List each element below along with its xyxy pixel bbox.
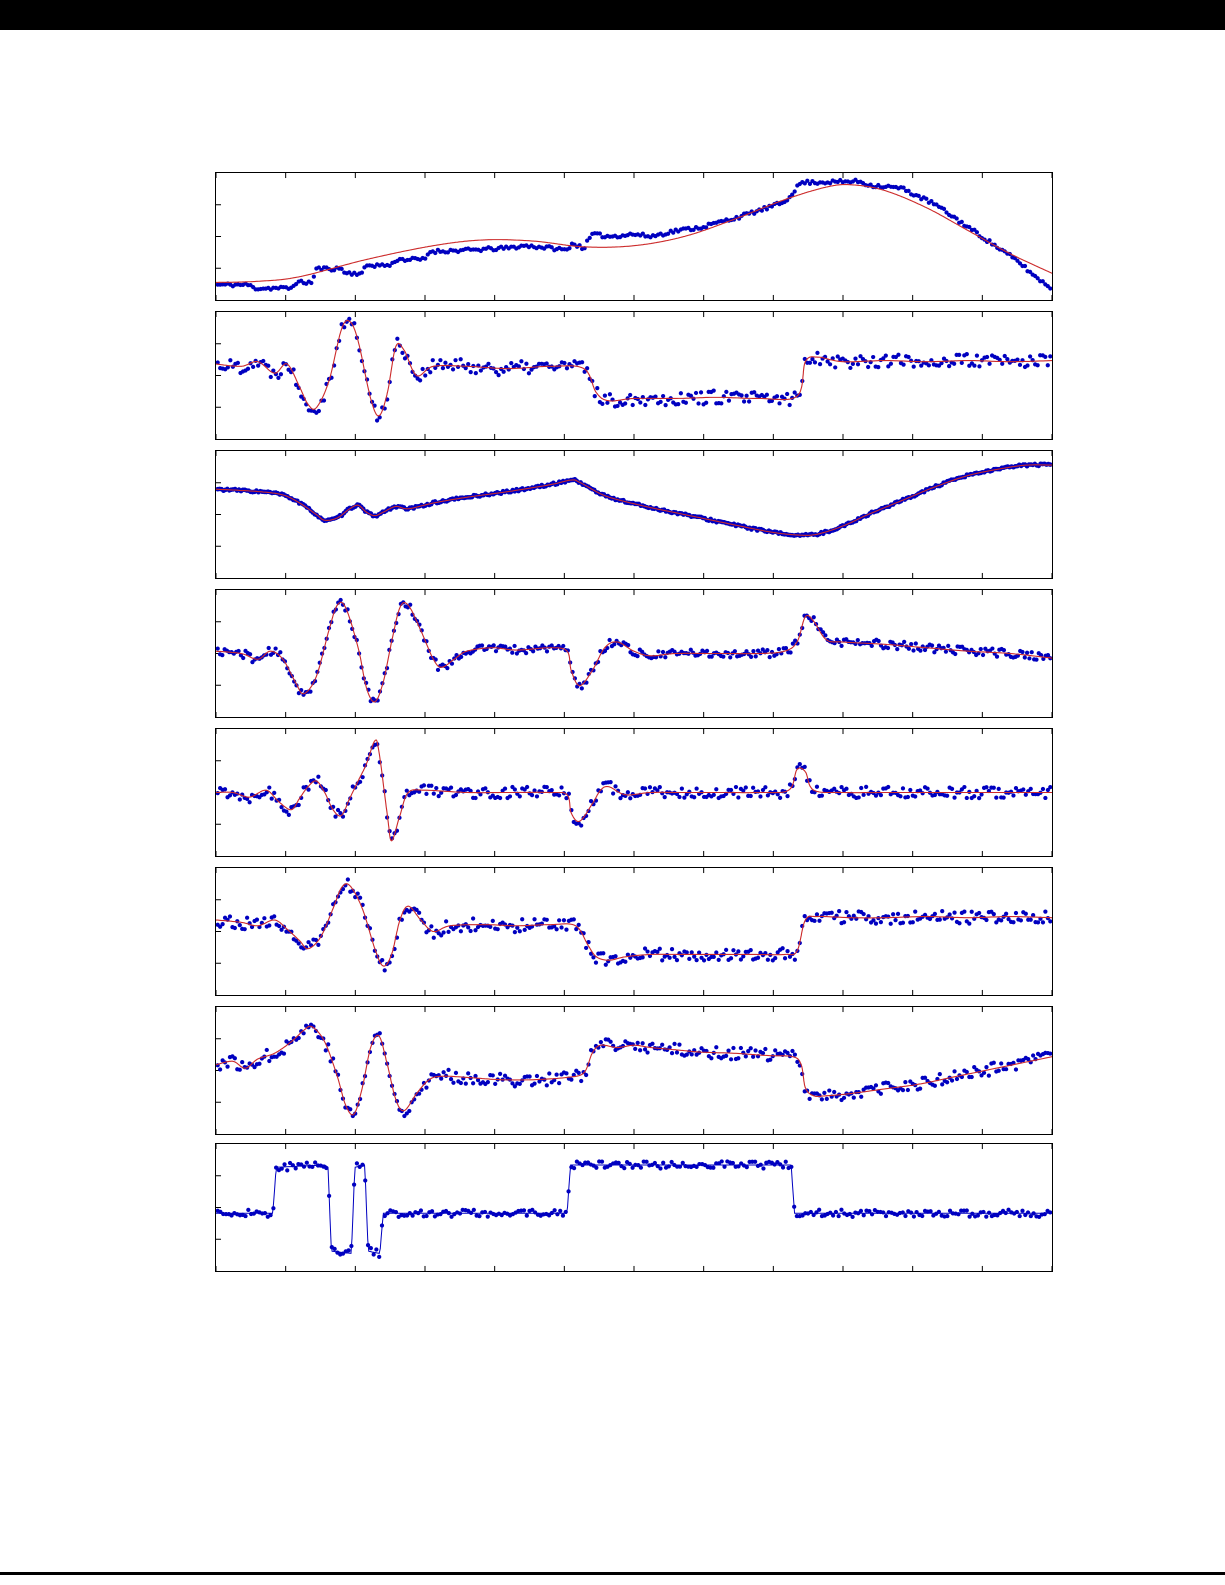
panel-5: [215, 728, 1053, 857]
panel-6-plot: [216, 868, 1052, 995]
panel-6: [215, 867, 1053, 996]
panel-7-plot: [216, 1007, 1052, 1134]
panel-8: [215, 1143, 1053, 1272]
panel-4-plot: [216, 590, 1052, 717]
panel-1: [215, 172, 1053, 301]
panel-3-plot: [216, 451, 1052, 578]
panel-4: [215, 589, 1053, 718]
panel-3: [215, 450, 1053, 579]
panel-2-plot: [216, 312, 1052, 439]
panel-2: [215, 311, 1053, 440]
top-black-bar: [0, 0, 1225, 30]
panel-5-plot: [216, 729, 1052, 856]
bottom-black-line: [0, 1572, 1225, 1575]
panel-7: [215, 1006, 1053, 1135]
panel-1-plot: [216, 173, 1052, 300]
panel-8-plot: [216, 1144, 1052, 1271]
